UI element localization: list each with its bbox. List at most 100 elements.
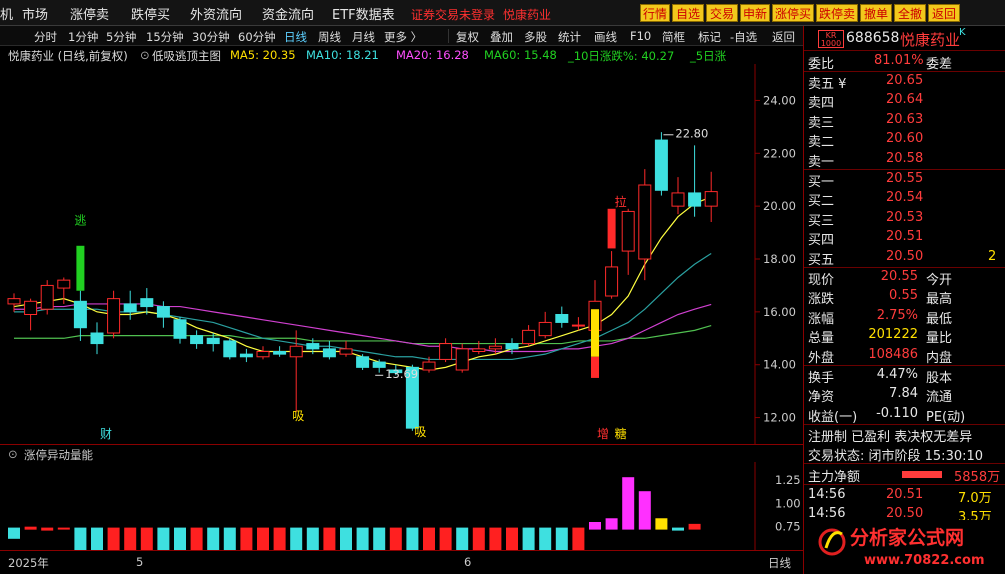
period-more[interactable]: 更多 〉 [384, 30, 423, 44]
quote-label: 外盘 [808, 350, 835, 366]
quote-label: 现价 [808, 273, 835, 288]
stock-name: 悦康药业 [900, 31, 961, 49]
annotation-di: 糖 [615, 426, 627, 441]
quote-value: 20.55 [880, 269, 918, 284]
quote-value: 2.75% [876, 307, 918, 323]
period-5min[interactable]: 5分钟 [106, 30, 137, 44]
date-period-label: 日线 [768, 556, 791, 570]
volume-bar [8, 527, 20, 539]
quote-button[interactable]: 行情 [640, 4, 670, 22]
bid-price: 20.54 [886, 190, 924, 206]
candle-body [90, 332, 104, 345]
cancel-order-button[interactable]: 撤单 [860, 4, 892, 22]
menu-item-limit-up-sell[interactable]: 涨停卖 [70, 8, 110, 23]
tool-back[interactable]: 返回 [772, 30, 795, 44]
tool-mark[interactable]: 标记 [698, 30, 721, 44]
main-net-bar [902, 471, 942, 478]
escape-signal-bar [76, 245, 85, 291]
ask-label: 卖四 [808, 96, 835, 112]
indicator-name[interactable]: 低吸逃顶主图 [152, 49, 221, 63]
period-weekly[interactable]: 周线 [318, 30, 341, 44]
candle-body [472, 348, 486, 353]
volume-chart[interactable]: 1.25 1.00 0.75 [0, 462, 803, 550]
menu-item-market[interactable]: 市场 [22, 8, 49, 23]
period-15min[interactable]: 15分钟 [146, 30, 184, 44]
period-daily[interactable]: 日线 [284, 30, 307, 44]
candle-body [704, 191, 718, 207]
bid-row: 买三 20.53 [808, 209, 1004, 229]
pull-signal-yellow [591, 309, 599, 357]
candle-body [140, 298, 154, 308]
cancel-all-button[interactable]: 全撤 [894, 4, 926, 22]
divider [804, 169, 1005, 170]
volume-bar [91, 527, 103, 550]
indicator-info-line: 悦康药业 (日线,前复权) ⊙ 低吸逃顶主图 MA5: 20.35 MA10: … [0, 46, 803, 64]
bid-label: 买三 [808, 213, 835, 229]
volume-bar [406, 527, 419, 550]
login-notice[interactable]: 证券交易未登录 [411, 8, 496, 22]
ask-row: 卖三 20.63 [808, 111, 1004, 131]
limit-up-buy-button[interactable]: 涨停买 [772, 4, 814, 22]
chevron-down-icon[interactable]: ⊙ [140, 48, 150, 62]
candle-body [156, 306, 170, 318]
menu-item-limit-down-buy[interactable]: 跌停买 [131, 8, 171, 23]
y-tick-label: 24.00 [763, 93, 796, 107]
ask-price: 20.65 [886, 73, 924, 88]
ma60-value: MA60: 15.48 [484, 48, 557, 62]
panel-collapse-icon[interactable]: ⊙ [8, 447, 18, 461]
volume-bar [622, 477, 635, 530]
quote-row: 现价 20.55 今开 [808, 268, 1004, 288]
ipo-button[interactable]: 申新 [740, 4, 770, 22]
menu-item-0[interactable]: 机 [0, 8, 14, 23]
high-price-label: 22.80 [675, 126, 708, 140]
menu-item-foreign-flow[interactable]: 外资流向 [190, 8, 243, 23]
menu-item-fund-flow[interactable]: 资金流向 [262, 8, 315, 23]
quote-label-right: 最低 [926, 311, 953, 327]
price-chart[interactable]: 24.0022.0020.0018.0016.0014.0012.00逃吸吸拉财… [0, 64, 803, 444]
bid-row: 买四 20.51 [808, 228, 1004, 248]
annotation-zeng: 增 [597, 427, 609, 441]
tool-simple-frame[interactable]: 简框 [662, 30, 685, 44]
trade-button[interactable]: 交易 [706, 4, 738, 22]
top-stock-name: 悦康药业 [503, 8, 552, 22]
volume-bar [124, 527, 137, 550]
quote-label: 总量 [808, 331, 835, 347]
period-30min[interactable]: 30分钟 [192, 30, 230, 44]
divider [804, 424, 1005, 425]
bid-price: 20.51 [886, 229, 924, 245]
trading-status: 交易状态: 闭市阶段 15:30:10 [808, 449, 984, 464]
volume-bar [605, 518, 618, 530]
quote-label-right: 今开 [926, 273, 953, 288]
tool-multi-stock[interactable]: 多股 [524, 30, 547, 44]
volume-bar [439, 527, 452, 550]
period-1min[interactable]: 1分钟 [68, 30, 99, 44]
weicha-label: 委差 [926, 57, 953, 72]
back-button[interactable]: 返回 [928, 4, 960, 22]
tool-adjust[interactable]: 复权 [456, 30, 479, 44]
watchlist-button[interactable]: 自选 [672, 4, 704, 22]
period-intraday[interactable]: 分时 [34, 30, 57, 44]
candle-body [389, 369, 403, 374]
volume-tick-label: 0.75 [775, 520, 801, 534]
quote-value: 201222 [868, 327, 918, 343]
ask-price: 20.64 [886, 92, 924, 108]
tool-f10[interactable]: F10 [630, 29, 652, 43]
menu-item-etf-data[interactable]: ETF数据表 [332, 8, 395, 23]
tool-draw-line[interactable]: 画线 [594, 30, 617, 44]
volume-bar [472, 527, 485, 550]
tick-time: 14:56 [808, 506, 846, 521]
pct5-value: _5日涨 [690, 49, 727, 63]
period-60min[interactable]: 60分钟 [238, 30, 276, 44]
chart-title: 悦康药业 (日线,前复权) [8, 49, 128, 63]
tool-remove-watch[interactable]: -自选 [730, 30, 758, 44]
tool-overlay[interactable]: 叠加 [490, 30, 513, 44]
bid-price: 20.53 [886, 209, 924, 225]
candle-body [339, 348, 353, 355]
period-monthly[interactable]: 月线 [352, 30, 375, 44]
tool-statistics[interactable]: 统计 [558, 30, 581, 44]
main-net-label: 主力净额 [808, 470, 861, 485]
stat-value: -0.110 [876, 405, 918, 421]
ask-label: 卖五 ¥ [808, 77, 847, 92]
candle-body [289, 345, 303, 358]
limit-down-sell-button[interactable]: 跌停卖 [816, 4, 858, 22]
